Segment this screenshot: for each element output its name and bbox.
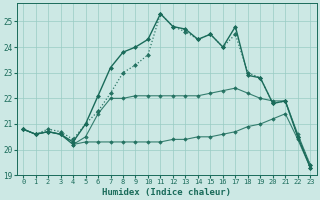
X-axis label: Humidex (Indice chaleur): Humidex (Indice chaleur) <box>102 188 231 197</box>
